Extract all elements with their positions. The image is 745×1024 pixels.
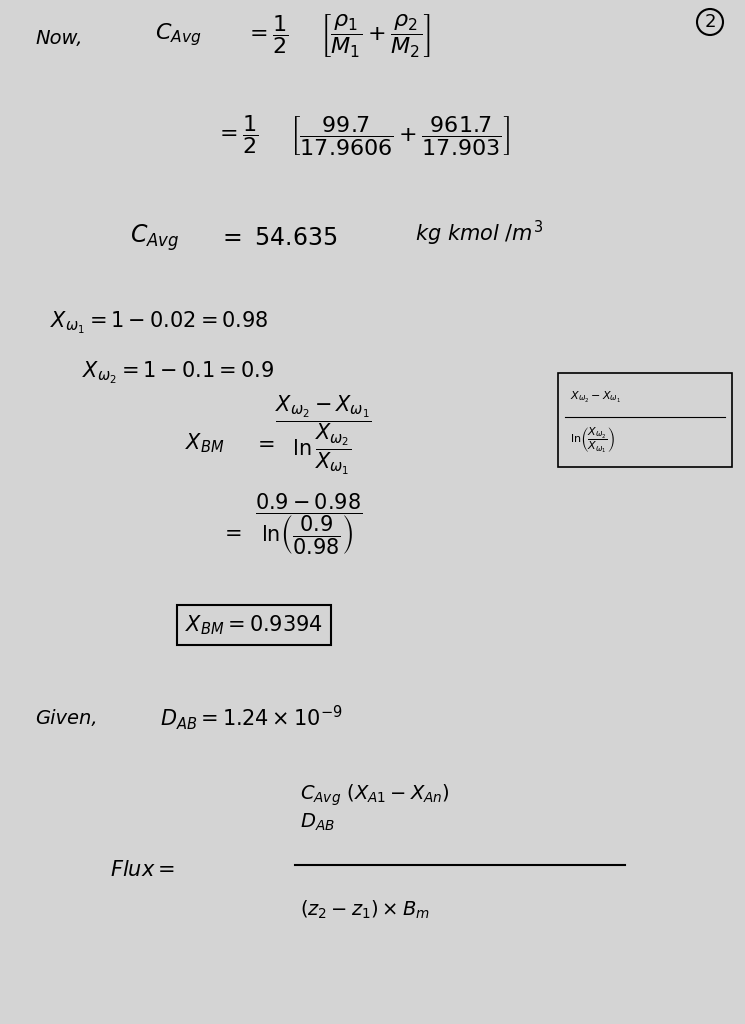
Text: $\left[\dfrac{99.7}{17.9606} + \dfrac{961.7}{17.903}\right]$: $\left[\dfrac{99.7}{17.9606} + \dfrac{96… <box>290 114 510 157</box>
Text: $\ln\!\left(\dfrac{X_{\omega_2}}{X_{\omega_1}}\right)$: $\ln\!\left(\dfrac{X_{\omega_2}}{X_{\ome… <box>570 425 615 455</box>
Text: $\dfrac{X_{\omega_2} - X_{\omega_1}}{\ln \dfrac{X_{\omega_2}}{X_{\omega_1}}}$: $\dfrac{X_{\omega_2} - X_{\omega_1}}{\ln… <box>275 393 372 477</box>
Text: $X_{\omega_2} - X_{\omega_1}$: $X_{\omega_2} - X_{\omega_1}$ <box>570 389 621 404</box>
Text: $\left[\dfrac{\rho_1}{M_1} + \dfrac{\rho_2}{M_2}\right]$: $\left[\dfrac{\rho_1}{M_1} + \dfrac{\rho… <box>320 11 431 58</box>
Text: $= \dfrac{1}{2}$: $= \dfrac{1}{2}$ <box>245 13 288 56</box>
Text: $C_{Avg}$: $C_{Avg}$ <box>155 22 202 48</box>
Text: $X_{\omega_2} = 1 - 0.1 = 0.9$: $X_{\omega_2} = 1 - 0.1 = 0.9$ <box>82 360 274 386</box>
Text: $=$: $=$ <box>253 433 274 453</box>
Text: Given,: Given, <box>35 709 98 727</box>
FancyBboxPatch shape <box>558 373 732 467</box>
Text: $D_{AB}$: $D_{AB}$ <box>300 811 335 833</box>
Text: $\dfrac{0.9 - 0.98}{\ln\!\left(\dfrac{0.9}{0.98}\right)}$: $\dfrac{0.9 - 0.98}{\ln\!\left(\dfrac{0.… <box>255 492 362 557</box>
Text: 2: 2 <box>704 13 716 31</box>
Text: $= \ 54.635$: $= \ 54.635$ <box>218 226 337 250</box>
Text: Now,: Now, <box>35 29 83 47</box>
Text: $X_{\omega_1} = 1 - 0.02 = 0.98$: $X_{\omega_1} = 1 - 0.02 = 0.98$ <box>50 310 268 336</box>
Text: $X_{BM}$: $X_{BM}$ <box>185 431 224 455</box>
Text: $=$: $=$ <box>220 522 241 542</box>
Text: $kg \ kmol \ / m^3$: $kg \ kmol \ / m^3$ <box>415 218 543 248</box>
Text: $C_{Avg} \ (X_{A1} - X_{An})$: $C_{Avg} \ (X_{A1} - X_{An})$ <box>300 782 450 808</box>
Text: $(z_2 - z_1) \times B_m$: $(z_2 - z_1) \times B_m$ <box>300 899 430 922</box>
Text: $Flux =$: $Flux =$ <box>110 860 175 880</box>
Text: $X_{BM} = 0.9394$: $X_{BM} = 0.9394$ <box>185 613 323 637</box>
Text: $= \dfrac{1}{2}$: $= \dfrac{1}{2}$ <box>215 114 259 157</box>
Text: $C_{Avg}$: $C_{Avg}$ <box>130 222 180 253</box>
Text: $D_{AB} = 1.24 \times 10^{-9}$: $D_{AB} = 1.24 \times 10^{-9}$ <box>160 703 343 732</box>
